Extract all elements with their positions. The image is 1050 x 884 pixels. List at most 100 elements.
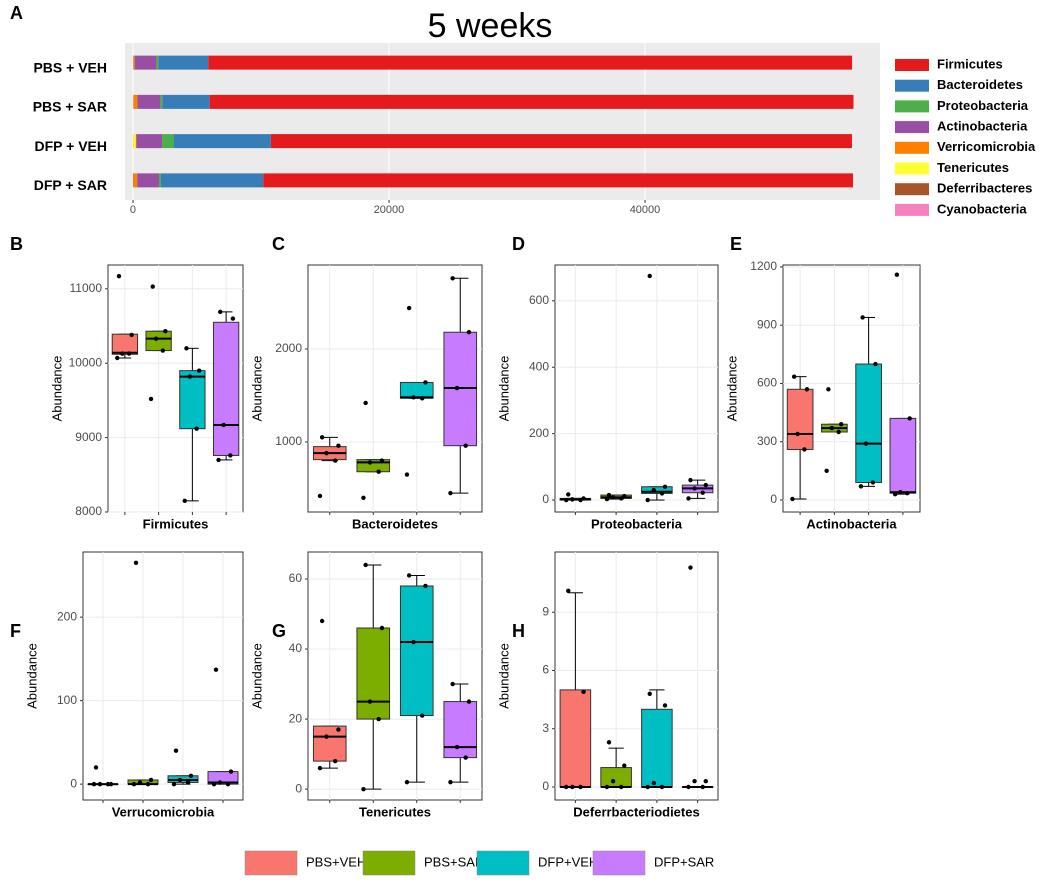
point <box>907 416 912 421</box>
point <box>863 441 869 446</box>
point <box>367 699 373 704</box>
point <box>826 387 831 392</box>
point <box>379 458 385 463</box>
legend-label: PBS+VEH <box>306 854 366 869</box>
point <box>150 284 155 289</box>
point <box>332 758 338 764</box>
point <box>564 497 569 503</box>
y-tick-label: 100 <box>57 693 77 707</box>
point <box>703 482 708 488</box>
point <box>804 387 810 392</box>
legend-label: Bacteroidetes <box>937 77 1023 92</box>
point <box>610 778 616 784</box>
point <box>688 477 693 483</box>
point <box>419 713 425 718</box>
point <box>791 374 797 379</box>
point <box>904 490 910 496</box>
figure-title: 5 weeks <box>428 7 553 45</box>
point <box>790 496 795 502</box>
point <box>376 469 381 474</box>
bar-segment <box>160 94 163 109</box>
bar-segment <box>162 94 210 109</box>
point <box>692 486 697 491</box>
point <box>221 422 226 428</box>
bar-segment <box>133 173 138 188</box>
x-axis-label: Proteobacteria <box>591 516 683 531</box>
bar-segment <box>158 55 209 70</box>
point <box>324 450 329 456</box>
point <box>216 457 221 463</box>
point <box>404 779 410 785</box>
bar-segment <box>133 94 138 109</box>
point <box>860 315 865 320</box>
point <box>659 491 665 496</box>
point <box>173 748 179 753</box>
panel-letter: B <box>10 234 23 254</box>
point <box>324 734 329 739</box>
point <box>177 777 183 783</box>
point <box>858 484 864 489</box>
plot-background <box>554 264 719 513</box>
point <box>647 691 652 696</box>
point <box>363 562 368 568</box>
point <box>463 755 468 760</box>
y-tick-label: DFP + SAR <box>34 177 107 193</box>
point <box>319 435 325 440</box>
box <box>207 771 239 785</box>
x-axis-label: Bacteroidetes <box>352 516 438 531</box>
box <box>443 701 478 759</box>
y-tick-label: 2000 <box>275 341 302 355</box>
box <box>855 363 882 483</box>
point <box>411 395 416 400</box>
point <box>622 493 627 499</box>
point <box>336 443 341 448</box>
y-axis-label: Abundance <box>496 356 511 422</box>
point <box>894 272 900 277</box>
point <box>160 348 166 353</box>
y-tick-label: 9000 <box>75 430 102 444</box>
panel-letter: E <box>730 234 742 254</box>
legend-label: DFP+VEH <box>538 854 598 869</box>
point <box>836 429 841 435</box>
point <box>662 484 668 489</box>
y-tick-label: 40 <box>289 641 303 655</box>
legend-label: Proteobacteria <box>937 98 1029 113</box>
point <box>230 316 236 321</box>
point <box>361 495 366 500</box>
legend-label: PBS+SAR <box>424 854 484 869</box>
y-tick-label: 0 <box>542 779 549 793</box>
point <box>137 780 143 785</box>
point <box>686 496 691 501</box>
point <box>379 625 385 631</box>
point <box>163 329 168 334</box>
point <box>700 784 705 790</box>
point <box>839 422 844 427</box>
point <box>148 777 154 783</box>
point <box>211 781 217 787</box>
point <box>217 780 223 785</box>
point <box>450 276 455 281</box>
legend-swatch <box>244 850 298 876</box>
point <box>622 763 627 768</box>
point <box>566 588 571 594</box>
box <box>145 330 172 352</box>
point <box>604 784 610 790</box>
point <box>97 781 103 787</box>
point <box>171 781 177 787</box>
point <box>404 472 410 477</box>
point <box>703 778 708 784</box>
bar-segment <box>133 134 136 149</box>
point <box>115 355 120 361</box>
y-tick-label: 8000 <box>75 504 102 518</box>
y-tick-label: 300 <box>757 434 777 448</box>
box <box>111 333 139 355</box>
bar-segment <box>137 173 159 188</box>
point <box>619 496 624 501</box>
point <box>126 351 132 356</box>
legend-label: Verricomicrobia <box>937 139 1036 154</box>
point <box>466 330 472 335</box>
point <box>317 765 323 771</box>
point <box>873 361 878 367</box>
panel-letter: C <box>272 234 285 254</box>
